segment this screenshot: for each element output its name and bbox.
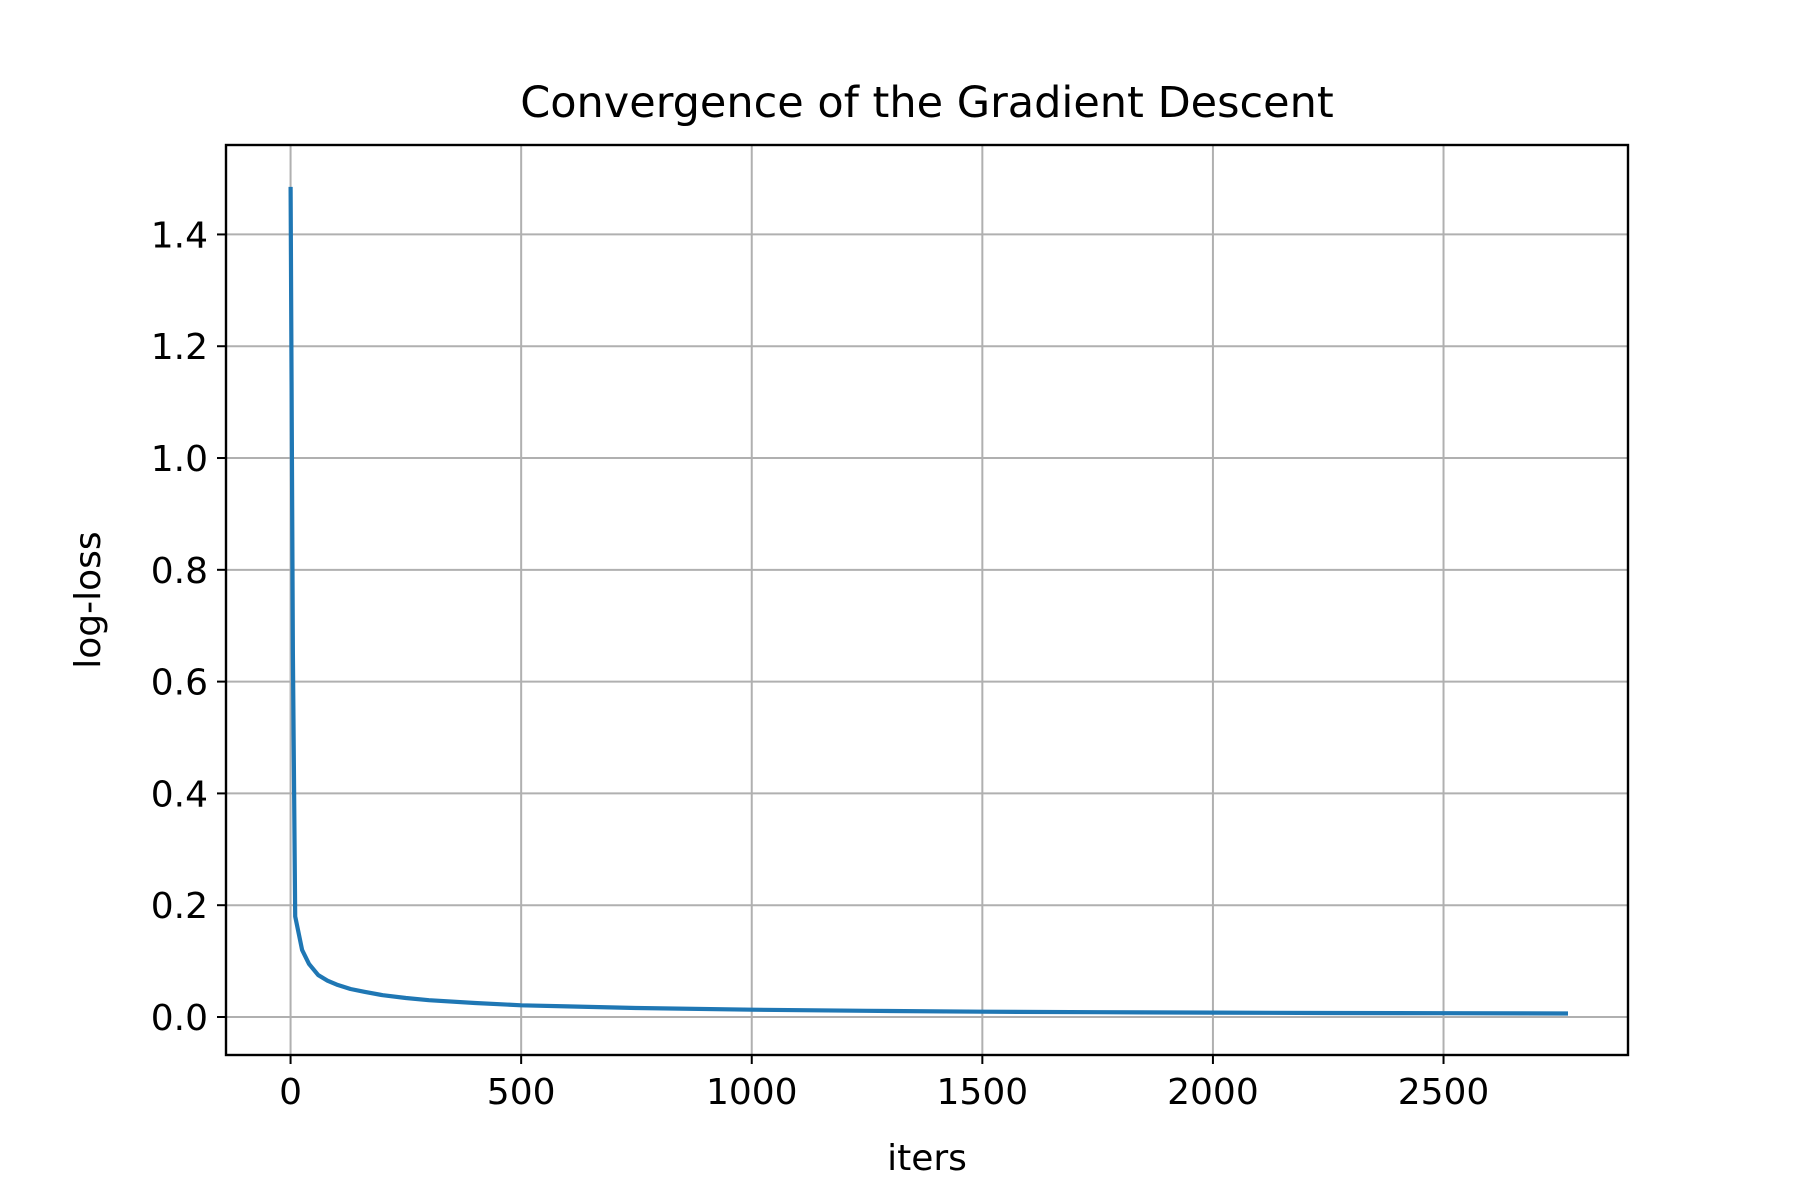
series-line (288, 186, 1569, 1016)
y-tick-label: 0.4 (151, 774, 208, 815)
y-tick-label: 0.6 (151, 663, 208, 704)
y-tick-label: 1.4 (151, 215, 208, 256)
x-tick-label: 2000 (1167, 1072, 1259, 1113)
series-lines (288, 186, 1569, 1016)
y-tick-label: 1.0 (151, 439, 208, 480)
x-tick-label: 500 (487, 1072, 556, 1113)
x-tick-label: 1500 (937, 1072, 1029, 1113)
y-tick-label: 0.2 (151, 886, 208, 927)
y-tick-label: 0.8 (151, 551, 208, 592)
x-tick-label: 1000 (706, 1072, 798, 1113)
x-axis-label: iters (887, 1138, 967, 1179)
plot-frame (224, 143, 1630, 1057)
y-axis-label: log-loss (68, 531, 109, 668)
axis-ticks: 0 500 1000 1500 2000 2500 0.0 0.2 0.4 0.6 0.8 1.0 1.… (151, 215, 1490, 1113)
y-tick-label: 0.0 (151, 998, 208, 1039)
y-tick-label: 1.2 (151, 327, 208, 368)
x-tick-label: 2500 (1398, 1072, 1490, 1113)
grid (226, 145, 1628, 1055)
chart-title: Convergence of the Gradient Descent (520, 78, 1334, 128)
x-tick-label: 0 (279, 1072, 302, 1113)
